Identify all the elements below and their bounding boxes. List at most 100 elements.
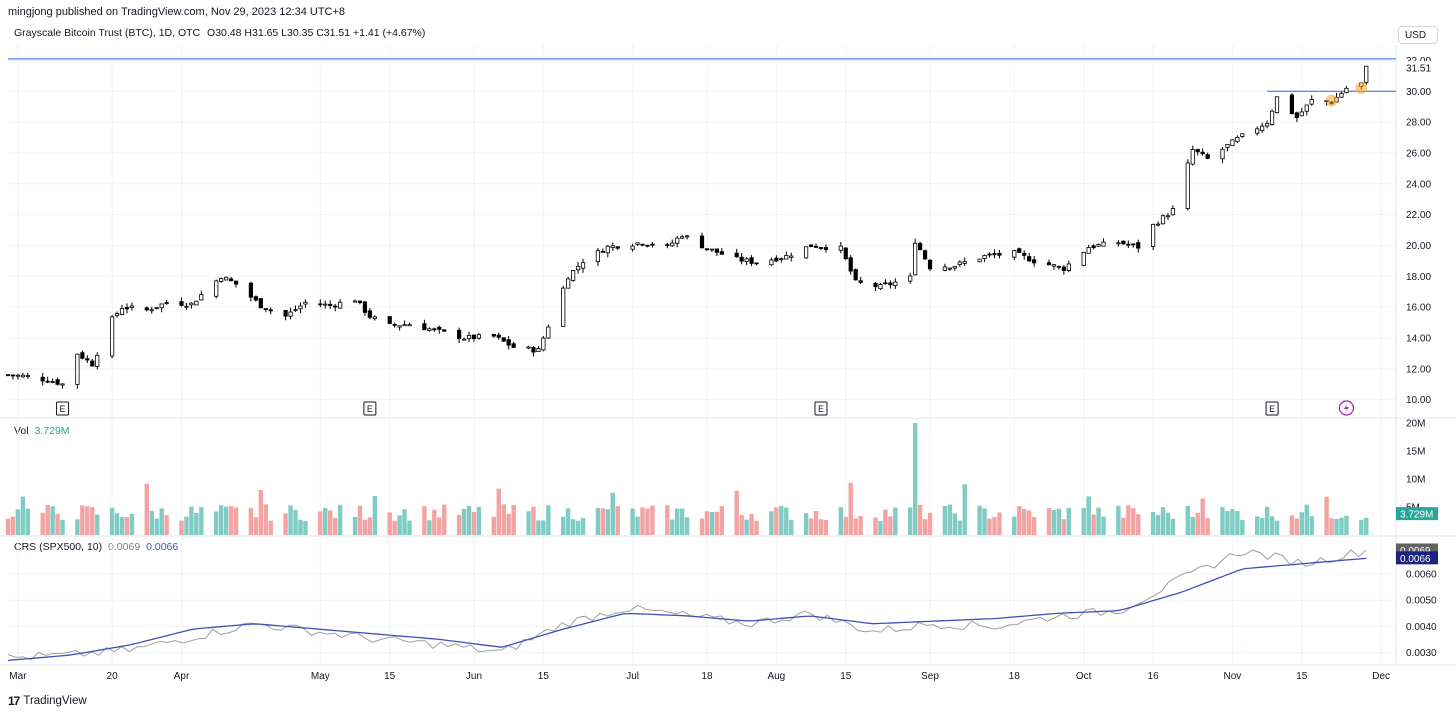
candle-body <box>818 247 824 249</box>
volume-bar <box>546 505 551 535</box>
candle-body <box>942 266 948 271</box>
volume-bar <box>808 518 814 535</box>
volume-bar <box>883 509 888 535</box>
candle-body <box>476 334 482 339</box>
volume-bar <box>709 511 715 535</box>
candle-body <box>114 313 120 317</box>
volume-bar <box>184 516 189 535</box>
candle-body <box>362 301 368 313</box>
candle-body <box>144 307 149 311</box>
candle-body <box>922 250 928 260</box>
e-marker-label: E <box>818 404 824 414</box>
volume-bar <box>957 520 962 535</box>
volume-bar <box>1200 498 1205 535</box>
candle-body <box>685 235 690 238</box>
x-tick-label: 18 <box>701 671 713 682</box>
highlight-marker <box>1355 82 1368 95</box>
e-marker-icon <box>363 401 377 416</box>
candle-body <box>531 347 536 353</box>
candle-body <box>610 245 615 249</box>
candle-body <box>427 328 432 332</box>
volume-tick-label: 15M <box>1406 447 1425 458</box>
x-tick-label: Oct <box>1076 671 1092 682</box>
candle-body <box>1056 265 1062 268</box>
candle-body <box>1022 252 1027 256</box>
candle-body <box>665 244 670 246</box>
candle-body <box>982 255 987 259</box>
volume-bar <box>20 496 26 535</box>
volume-bar <box>1031 517 1037 535</box>
x-tick-label: 15 <box>538 671 550 682</box>
volume-bar <box>1190 516 1195 535</box>
candle-body <box>1235 137 1240 143</box>
candle-body <box>461 338 467 341</box>
candle-body <box>283 310 288 317</box>
publish-info: mingjong published on TradingView.com, N… <box>8 6 346 18</box>
volume-bar <box>575 520 581 535</box>
volume-bar <box>640 507 645 535</box>
volume-bar <box>154 518 159 535</box>
brand-name: TradingView <box>23 695 87 707</box>
volume-bar <box>595 508 601 535</box>
volume-bar <box>223 506 229 535</box>
crs-label[interactable]: CRS (SPX500, 10) <box>14 541 103 553</box>
volume-bar <box>95 514 100 535</box>
volume-bar <box>124 517 130 535</box>
price-tick-label: 28.00 <box>1406 118 1431 129</box>
price-tick-label: 18.00 <box>1406 272 1431 283</box>
candle-body <box>571 270 576 281</box>
candle-body <box>95 354 100 367</box>
volume-bar <box>1235 511 1240 535</box>
candle-body <box>1195 148 1200 153</box>
crs-tick-label: 0.0050 <box>1406 596 1437 607</box>
currency-button[interactable]: USD <box>1398 26 1438 44</box>
price-tick-label: 14.00 <box>1406 333 1431 344</box>
volume-bar <box>1026 510 1032 535</box>
candle-body <box>328 303 333 306</box>
candle-body <box>754 262 759 265</box>
candle-body <box>124 306 130 310</box>
volume-bar <box>942 505 948 535</box>
candle-body <box>268 309 273 312</box>
x-tick-label: May <box>311 671 330 682</box>
candle-body <box>367 310 372 318</box>
candle-body <box>843 247 848 260</box>
volume-bar <box>952 513 958 535</box>
candle-body <box>1225 144 1230 148</box>
volume-bar <box>734 490 739 535</box>
volume-bar <box>1220 507 1225 535</box>
volume-bar <box>114 513 120 535</box>
volume-bar <box>1240 519 1245 535</box>
candle-body <box>1260 125 1265 132</box>
volume-bar <box>164 515 169 535</box>
volume-bar <box>263 504 268 535</box>
volume-bar <box>372 496 378 535</box>
e-marker-label: E <box>1269 404 1275 414</box>
symbol-name[interactable]: Grayscale Bitcoin Trust (BTC), 1D, OTC <box>14 27 201 39</box>
volume-bar <box>769 511 774 535</box>
candle-body <box>675 237 680 244</box>
candle-body <box>670 242 675 247</box>
price-tick-label: 12.00 <box>1406 364 1431 375</box>
price-tick-label: 24.00 <box>1406 179 1431 190</box>
volume-bar <box>233 507 239 535</box>
candle-body <box>288 311 293 317</box>
candle-body <box>5 374 11 377</box>
crs-legend: CRS (SPX500, 10) 0.0069 0.0066 <box>14 541 178 553</box>
e-marker-label: E <box>60 404 66 414</box>
candle-body <box>85 358 90 361</box>
candle-body <box>962 261 967 264</box>
candle-body <box>90 360 95 367</box>
volume-bar <box>1170 518 1176 535</box>
volume-bar <box>228 506 234 535</box>
volume-bar <box>565 508 571 535</box>
volume-bar <box>387 512 392 535</box>
volume-bar <box>392 520 397 535</box>
volume-last-badge <box>1396 507 1438 521</box>
candle-body <box>471 334 477 340</box>
candle-body <box>918 243 923 251</box>
candle-body <box>392 324 397 326</box>
candle-body <box>595 250 601 263</box>
volume-bar <box>1289 515 1295 535</box>
